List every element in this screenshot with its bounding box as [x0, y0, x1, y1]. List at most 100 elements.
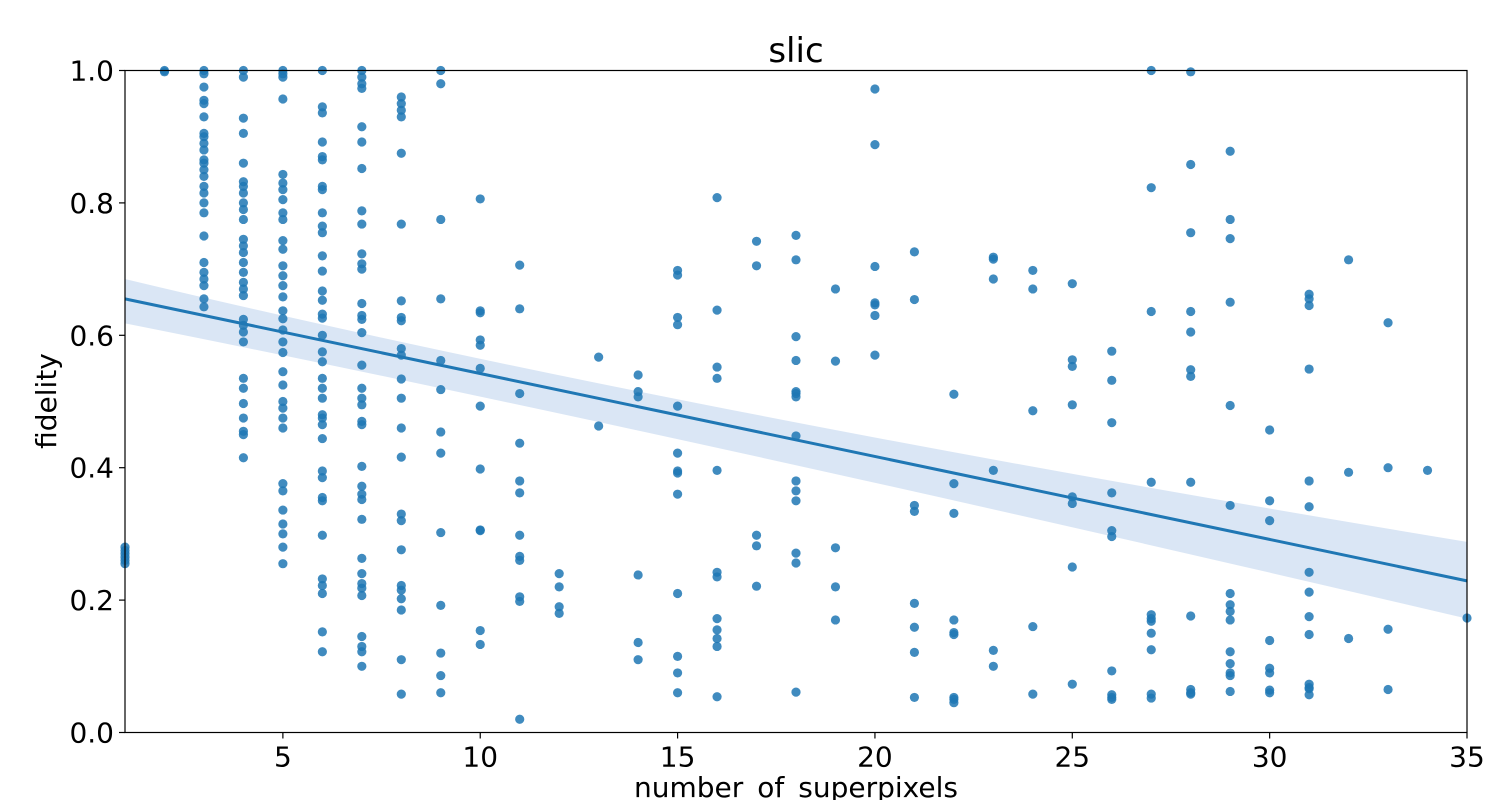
data-points — [120, 65, 1472, 724]
data-point — [199, 112, 209, 122]
data-point — [1146, 628, 1156, 638]
data-point — [475, 639, 485, 650]
data-point — [988, 254, 998, 264]
data-point — [672, 489, 683, 499]
data-point — [199, 188, 209, 198]
data-point — [830, 284, 841, 294]
x-tick-label: 5 — [274, 741, 292, 774]
data-point — [1186, 371, 1196, 381]
data-point — [436, 600, 446, 610]
data-point — [1265, 496, 1275, 506]
data-point — [475, 363, 485, 373]
data-point — [1265, 688, 1275, 698]
data-point — [436, 355, 446, 366]
data-point — [1304, 502, 1314, 512]
data-point — [1067, 361, 1077, 372]
chart-title: slic — [768, 31, 823, 71]
data-point — [278, 347, 288, 358]
data-point — [436, 527, 446, 538]
data-point — [396, 605, 406, 615]
data-point — [238, 257, 249, 268]
data-point — [672, 688, 683, 698]
data-point — [396, 509, 406, 519]
data-point — [594, 352, 604, 362]
data-point — [199, 69, 209, 79]
data-point — [1107, 375, 1117, 385]
data-point — [278, 271, 288, 281]
data-point — [199, 231, 209, 241]
data-point — [1107, 531, 1117, 542]
data-point — [515, 438, 525, 448]
data-point — [317, 473, 327, 483]
data-point — [672, 270, 683, 280]
data-point — [278, 519, 288, 529]
data-point — [278, 529, 288, 539]
data-point — [396, 112, 406, 122]
data-point — [712, 362, 722, 372]
data-point — [594, 421, 604, 431]
data-point — [317, 383, 327, 393]
data-point — [396, 655, 406, 665]
data-point — [357, 122, 367, 132]
data-point — [396, 148, 406, 158]
data-point — [1028, 406, 1038, 416]
data-point — [278, 178, 288, 188]
data-point — [1028, 689, 1038, 699]
data-point — [317, 466, 327, 476]
y-tick-label: 0.4 — [69, 452, 114, 485]
data-point — [357, 420, 367, 430]
data-point — [672, 401, 683, 411]
data-point — [1265, 635, 1275, 646]
data-point — [278, 559, 288, 569]
data-point — [1067, 562, 1077, 572]
data-point — [396, 585, 406, 595]
data-point — [672, 668, 683, 678]
data-point — [396, 689, 406, 699]
data-point — [712, 193, 722, 203]
data-point — [1146, 477, 1156, 487]
data-point — [1225, 146, 1235, 156]
data-point — [870, 140, 880, 150]
data-point — [1304, 300, 1314, 311]
data-point — [633, 392, 643, 402]
data-point — [1186, 306, 1196, 317]
data-point — [1383, 624, 1393, 634]
data-point — [238, 337, 249, 347]
data-point — [199, 165, 209, 175]
regression-line — [124, 297, 1468, 583]
data-point — [1304, 364, 1314, 374]
data-point — [278, 185, 288, 195]
data-point — [357, 647, 367, 657]
data-point — [317, 251, 327, 261]
data-point — [357, 314, 367, 325]
data-point — [357, 249, 367, 259]
data-point — [633, 370, 643, 380]
data-point — [436, 294, 446, 304]
data-point — [949, 478, 959, 489]
data-point — [830, 356, 841, 366]
data-point — [317, 221, 327, 231]
data-point — [791, 476, 801, 486]
data-point — [317, 647, 327, 657]
data-point — [554, 569, 564, 579]
data-point — [1225, 400, 1235, 411]
data-point — [1225, 606, 1235, 616]
data-point — [830, 582, 841, 592]
data-point — [436, 448, 446, 458]
data-point — [791, 332, 801, 342]
data-point — [317, 286, 327, 296]
x-tick-label: 20 — [857, 741, 893, 774]
data-point — [278, 396, 288, 407]
data-point — [515, 488, 525, 498]
data-point — [1304, 294, 1314, 304]
data-point — [1107, 694, 1117, 705]
data-point — [238, 72, 249, 82]
y-tick-label: 0.0 — [69, 717, 114, 750]
data-point — [791, 558, 801, 568]
data-point — [238, 290, 249, 301]
data-point — [278, 314, 288, 324]
data-point — [1028, 284, 1038, 294]
data-point — [278, 413, 288, 423]
data-point — [672, 588, 683, 599]
